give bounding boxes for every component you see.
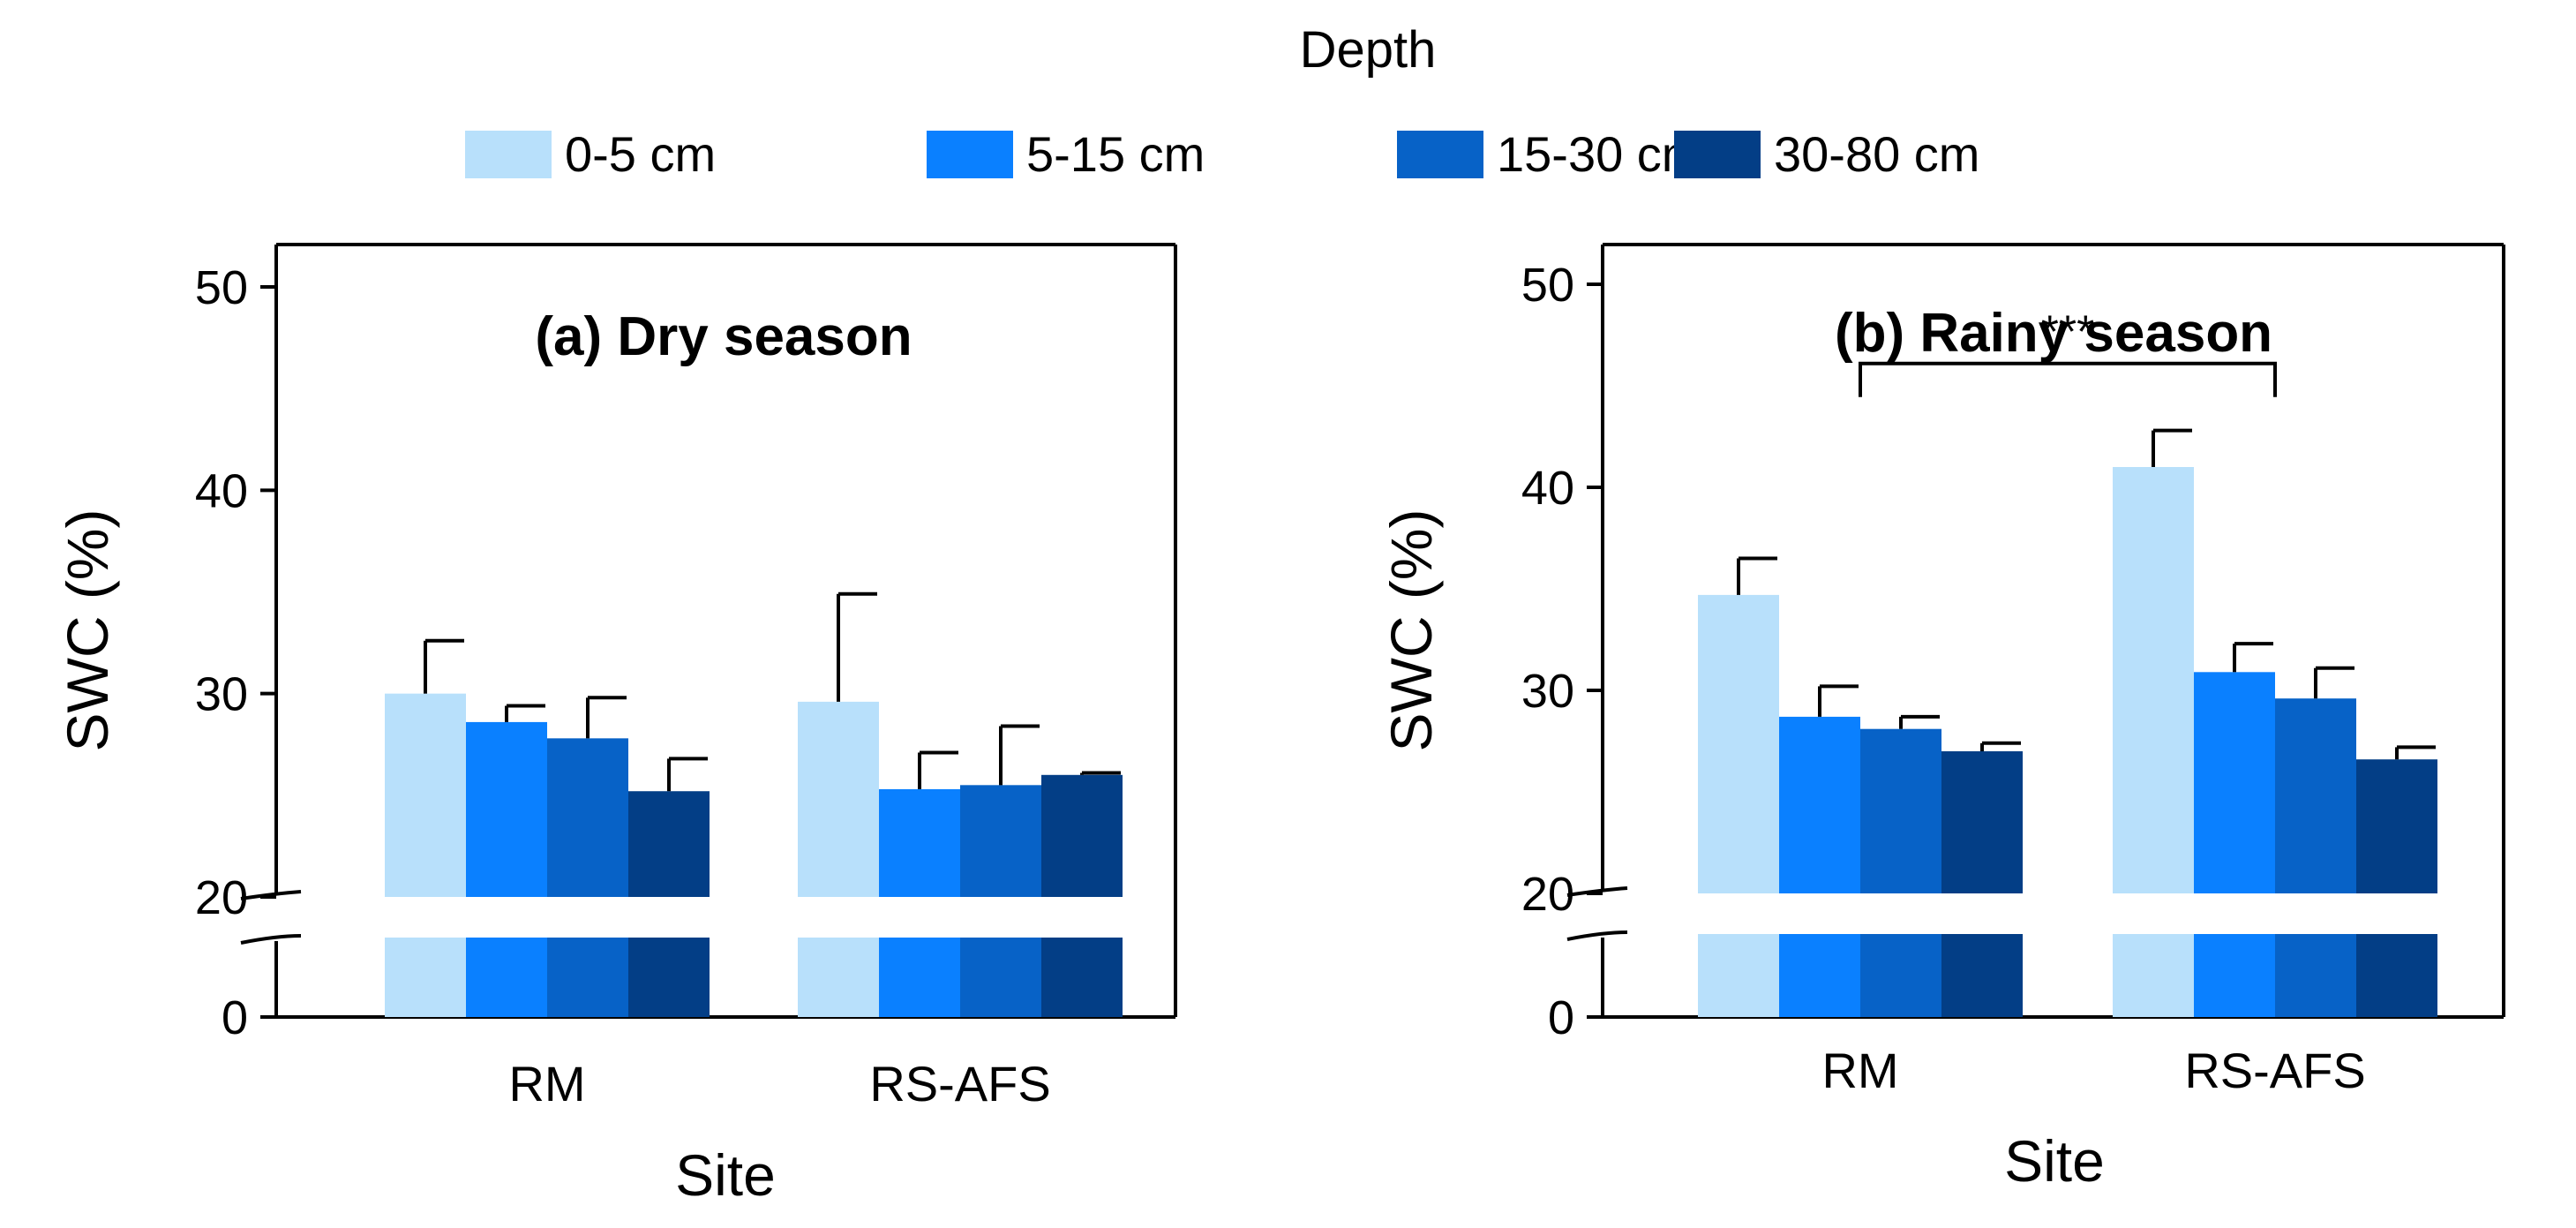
significance-label: *** (2041, 307, 2095, 358)
legend-swatch-5-15-cm (927, 131, 1013, 178)
legend-label-15-30-cm: 15-30 cm (1497, 126, 1702, 182)
x-category-rs-afs: RS-AFS (2184, 1043, 2365, 1098)
bar-stub-5-15-cm-rm (466, 938, 547, 1017)
y-tick-label-20: 20 (1521, 868, 1574, 921)
legend-label-0-5-cm: 0-5 cm (565, 126, 716, 182)
legend-title: Depth (1300, 21, 1437, 79)
bar-15-30-cm-rs-afs (2275, 698, 2356, 893)
bar-0-5-cm-rm (1698, 594, 1779, 893)
bar-stub-30-80-cm-rs-afs (2356, 934, 2437, 1017)
x-category-rm: RM (508, 1056, 585, 1111)
y-tick-label-40: 40 (195, 464, 248, 517)
y-tick-label-20: 20 (195, 871, 248, 924)
y-tick-label-50: 50 (1521, 259, 1574, 312)
bar-stub-5-15-cm-rm (1779, 934, 1860, 1017)
y-tick-label-30: 30 (195, 668, 248, 721)
bar-30-80-cm-rs-afs (1041, 774, 1123, 897)
bar-30-80-cm-rs-afs (2356, 759, 2437, 893)
axis-break-mark-lower (240, 934, 302, 945)
x-axis-title: Site (2004, 1128, 2105, 1194)
x-axis-title: Site (675, 1142, 776, 1208)
bar-stub-0-5-cm-rm (385, 938, 466, 1017)
bar-0-5-cm-rm (385, 693, 466, 897)
bar-15-30-cm-rm (1860, 728, 1941, 893)
bar-stub-5-15-cm-rs-afs (2194, 934, 2275, 1017)
y-axis-title: SWC (%) (55, 509, 120, 752)
y-tick-label-0: 0 (1548, 991, 1574, 1044)
panel-rainy-season: 0 20 30 40 50 RM RS-AFS ***(b) Rainy season Site… (1378, 243, 2505, 1194)
legend: Depth 0-5 cm 5-15 cm 15-30 cm 30-80 cm (465, 21, 1979, 182)
axis-break-mark-upper (240, 890, 302, 900)
panel-title: (b) Rainy season (1835, 303, 2272, 364)
y-tick-label-30: 30 (1521, 665, 1574, 718)
bar-5-15-cm-rs-afs (879, 788, 960, 897)
bar-0-5-cm-rs-afs (2113, 467, 2194, 893)
y-tick-label-40: 40 (1521, 462, 1574, 515)
bar-stub-15-30-cm-rm (1860, 934, 1941, 1017)
bar-30-80-cm-rm (1941, 751, 2023, 893)
bar-stub-5-15-cm-rs-afs (879, 938, 960, 1017)
panel-title: (a) Dry season (535, 306, 912, 367)
axis-break-mark-upper (1566, 886, 1628, 897)
bar-stub-0-5-cm-rs-afs (798, 938, 879, 1017)
bar-5-15-cm-rs-afs (2194, 672, 2275, 893)
legend-swatch-0-5-cm (465, 131, 552, 178)
y-tick-label-0: 0 (222, 991, 248, 1044)
bar-15-30-cm-rm (547, 738, 628, 897)
bar-stub-30-80-cm-rm (628, 938, 710, 1017)
legend-swatch-30-80-cm (1674, 131, 1761, 178)
bar-stub-15-30-cm-rs-afs (2275, 934, 2356, 1017)
bar-stub-0-5-cm-rs-afs (2113, 934, 2194, 1017)
significance-bracket (1859, 361, 2277, 397)
bar-5-15-cm-rm (466, 721, 547, 897)
legend-swatch-15-30-cm (1397, 131, 1483, 178)
bar-5-15-cm-rm (1779, 716, 1860, 893)
bar-30-80-cm-rm (628, 791, 710, 897)
y-axis-title: SWC (%) (1378, 509, 1444, 752)
bar-stub-30-80-cm-rs-afs (1041, 938, 1123, 1017)
bar-0-5-cm-rs-afs (798, 701, 879, 897)
x-category-rs-afs: RS-AFS (869, 1056, 1050, 1111)
axis-break-mark-lower (1566, 930, 1628, 941)
bar-15-30-cm-rs-afs (960, 785, 1041, 897)
bar-stub-30-80-cm-rm (1941, 934, 2023, 1017)
bar-stub-0-5-cm-rm (1698, 934, 1779, 1017)
legend-label-5-15-cm: 5-15 cm (1026, 126, 1205, 182)
bar-stub-15-30-cm-rs-afs (960, 938, 1041, 1017)
panel-dry-season: 0 20 30 40 50 RM RS-AFS (a) Dry season Site SWC (… (55, 243, 1177, 1208)
bar-stub-15-30-cm-rm (547, 938, 628, 1017)
y-tick-label-50: 50 (195, 261, 248, 314)
legend-label-30-80-cm: 30-80 cm (1774, 126, 1979, 182)
x-category-rm: RM (1821, 1043, 1898, 1098)
